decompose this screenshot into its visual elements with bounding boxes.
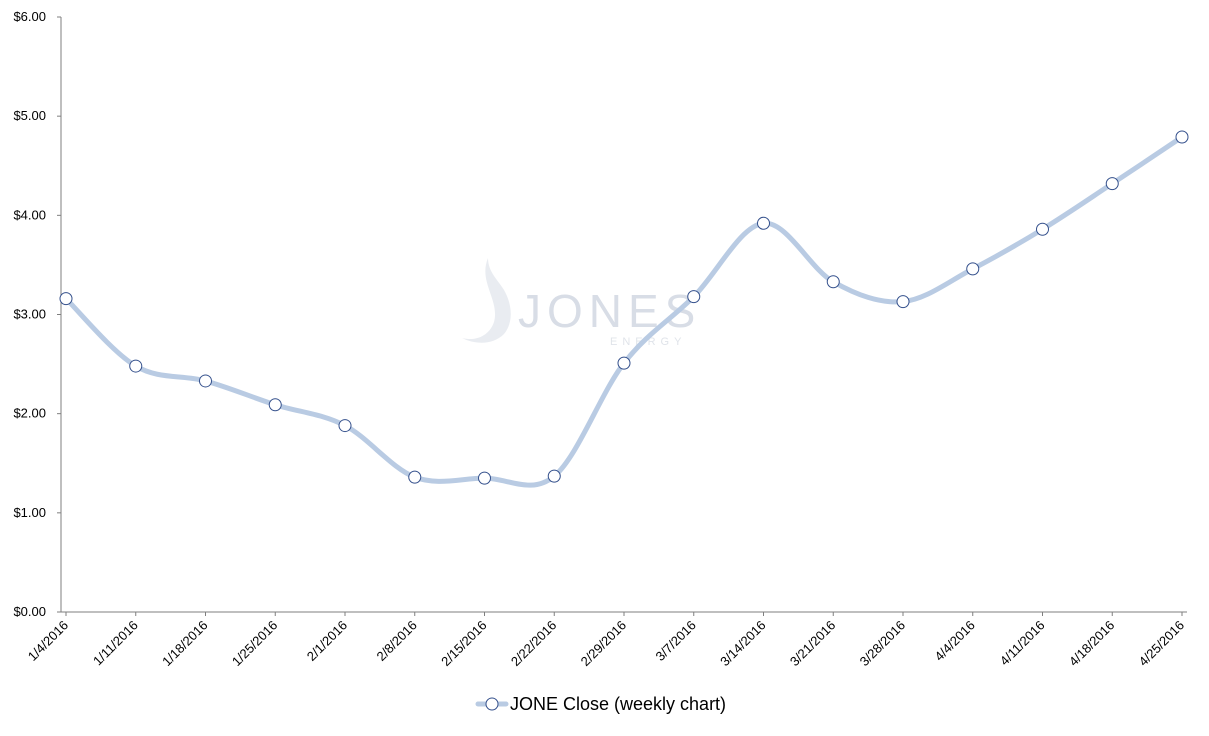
y-tick-label: $0.00: [13, 604, 46, 619]
data-point-marker: [408, 470, 422, 484]
x-tick-label: 2/15/2016: [438, 618, 490, 670]
y-tick-label: $6.00: [13, 9, 46, 24]
y-tick-label: $4.00: [13, 207, 46, 222]
legend-marker-swatch: [485, 697, 499, 711]
data-point-marker: [478, 471, 491, 485]
marker-layer: [59, 130, 1189, 485]
data-point-marker: [826, 275, 840, 289]
data-point-marker: [547, 469, 561, 483]
data-point-marker: [617, 356, 631, 370]
data-point-marker: [59, 292, 73, 306]
data-point-marker: [687, 290, 701, 304]
y-tick-label: $5.00: [13, 108, 46, 123]
x-tick-label: 3/14/2016: [717, 618, 769, 670]
x-tick-label: 4/25/2016: [1136, 618, 1188, 670]
data-point-marker: [268, 398, 282, 412]
data-point-marker: [1036, 222, 1049, 236]
x-tick-label: 3/7/2016: [652, 618, 698, 664]
x-tick-label: 2/8/2016: [373, 618, 419, 664]
data-point-marker: [966, 262, 980, 276]
data-point-marker: [338, 419, 352, 433]
y-axis-ticks: $0.00 $1.00 $2.00 $3.00 $4.00 $5.00 $6.00: [13, 9, 61, 619]
jones-energy-watermark: JONES ENERGY: [462, 258, 701, 348]
data-point-marker: [199, 374, 212, 388]
x-tick-label: 2/29/2016: [578, 618, 630, 670]
legend-label: JONE Close (weekly chart): [510, 694, 726, 714]
legend: JONE Close (weekly chart): [475, 694, 726, 714]
x-tick-label: 3/28/2016: [857, 618, 909, 670]
x-tick-label: 1/25/2016: [229, 618, 281, 670]
data-point-marker: [1105, 177, 1119, 191]
x-tick-label: 1/18/2016: [159, 618, 211, 670]
flame-logo-icon: [462, 258, 511, 343]
x-axis-ticks: 1/4/2016 1/11/2016 1/18/2016 1/25/2016 2/1/2…: [25, 612, 1187, 669]
y-tick-label: $2.00: [13, 406, 46, 421]
data-point-marker: [1175, 130, 1189, 144]
x-tick-label: 2/22/2016: [508, 618, 560, 670]
x-tick-label: 4/18/2016: [1066, 618, 1118, 670]
x-tick-label: 1/4/2016: [25, 618, 71, 664]
x-tick-label: 1/11/2016: [90, 618, 141, 669]
data-point-marker: [896, 295, 910, 309]
x-tick-label: 2/1/2016: [304, 618, 350, 664]
x-tick-label: 4/11/2016: [997, 618, 1048, 669]
data-point-marker: [129, 359, 143, 373]
x-tick-label: 4/4/2016: [931, 618, 977, 664]
data-point-marker: [757, 216, 770, 230]
watermark-logo-text: JONES: [518, 285, 701, 337]
y-tick-label: $1.00: [13, 505, 46, 520]
y-tick-label: $3.00: [13, 307, 46, 322]
x-tick-label: 3/21/2016: [787, 618, 839, 670]
